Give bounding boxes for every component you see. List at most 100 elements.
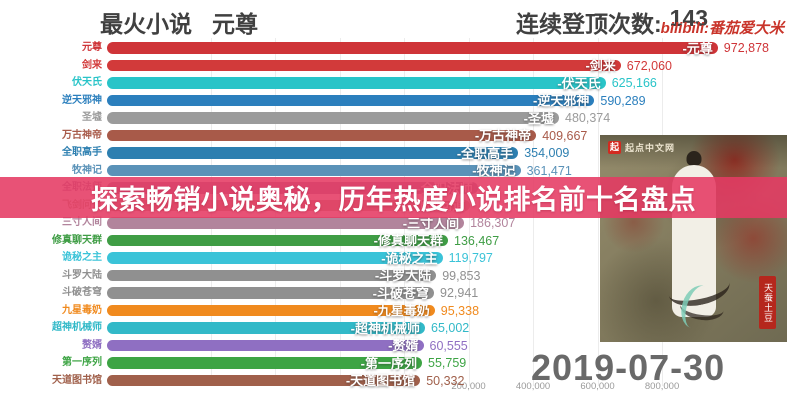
- bar-end-label: -天道图书馆: [345, 373, 416, 389]
- bar: -伏天氏: [107, 76, 606, 91]
- x-axis-tick: 800,000: [644, 381, 680, 392]
- chart-row: 三寸人间 -三寸人间 186,307: [0, 214, 787, 232]
- bar-end-label: -元尊: [682, 40, 713, 56]
- chart-row: 万古神帝 -万古神帝 409,667: [0, 127, 787, 145]
- x-axis-tick: 600,000: [580, 381, 615, 392]
- row-label: 元尊: [82, 42, 102, 53]
- streak-label: 连续登顶次数:: [516, 11, 662, 37]
- row-label: 斗破苍穹: [62, 287, 102, 298]
- bar: -超神机械师: [107, 321, 425, 336]
- bar: -修真聊天群: [107, 233, 448, 248]
- x-axis-tick: 400,000: [515, 381, 551, 392]
- bar-end-label: -全职高手: [456, 145, 514, 161]
- bar: -九星毒奶: [107, 303, 435, 318]
- bar-end-label: -九星毒奶: [373, 303, 430, 319]
- headline-banner: 探索畅销小说奥秘，历年热度小说排名前十名盘点: [0, 177, 787, 218]
- bar-end-label: -超神机械师: [350, 320, 420, 336]
- chart-row: 伏天氏 -伏天氏 625,166: [0, 74, 787, 92]
- bar-value: 625,166: [611, 76, 657, 90]
- row-label: 赘婿: [82, 339, 102, 351]
- chart-row: 逆天邪神 -逆天邪神 590,289: [0, 92, 787, 110]
- chart-row: 圣墟 -圣墟 480,374: [0, 109, 787, 127]
- row-label: 万古神帝: [62, 129, 102, 141]
- bar: -万古神帝: [107, 128, 537, 143]
- qidian-site-badge: 起 起点中文网: [608, 141, 675, 154]
- bar-value: 672,060: [626, 58, 672, 73]
- chart-row: 全职高手 -全职高手 354,009: [0, 144, 787, 162]
- bar: -第一序列: [107, 356, 422, 371]
- chart-row: 修真聊天群 -修真聊天群 136,467: [0, 232, 787, 250]
- qidian-logo-icon: 起: [608, 141, 621, 154]
- bar-value: 65,002: [431, 321, 470, 335]
- row-label: 三寸人间: [62, 217, 102, 228]
- chart-row: 剑来 -剑来 672,060: [0, 57, 787, 75]
- row-label: 诡秘之主: [62, 252, 102, 263]
- headline-text: 探索畅销小说奥秘，历年热度小说排名前十名盘点: [91, 185, 696, 215]
- row-label: 全职高手: [62, 147, 102, 158]
- row-label: 逆天邪神: [62, 94, 102, 106]
- row-label: 伏天氏: [72, 77, 102, 88]
- row-label: 牧神记: [72, 164, 102, 176]
- bar-end-label: -伏天氏: [557, 75, 601, 91]
- bar-end-label: -逆天邪神: [533, 93, 590, 109]
- streak-value: 143: [669, 5, 709, 31]
- bar-value: 972,878: [723, 41, 769, 55]
- book-cover-image: 起 起点中文网 天蚕土豆: [600, 135, 787, 342]
- qidian-site-name: 起点中文网: [625, 143, 676, 153]
- bar-end-label: -修真聊天群: [373, 233, 443, 249]
- bar-value: 50,332: [426, 373, 465, 388]
- chart-row: 赘婿 -赘婿 60,555: [0, 337, 787, 355]
- chart-row: 九星毒奶 -九星毒奶 95,338: [0, 302, 787, 320]
- bar-value: 60,555: [429, 338, 468, 353]
- bar-end-label: -第一序列: [360, 355, 417, 371]
- bar-end-label: -牧神记: [472, 163, 516, 179]
- bar: -逆天邪神: [107, 93, 595, 108]
- streak-counter: 连续登顶次数: 143: [516, 5, 708, 39]
- row-label: 超神机械师: [52, 322, 102, 333]
- bar-value: 361,471: [526, 163, 572, 178]
- title-prefix: 最火小说: [100, 11, 192, 37]
- bar-end-label: -斗破苍穹: [372, 285, 429, 301]
- bar-end-label: -赘婿: [388, 338, 419, 354]
- bar-value: 92,941: [440, 286, 479, 300]
- chart-row: 牧神记 -牧神记 361,471: [0, 162, 787, 180]
- x-axis-tick: 200,000: [451, 381, 486, 392]
- bar: -赘婿: [107, 338, 424, 353]
- bar-value: 186,307: [470, 216, 516, 230]
- bar-value: 409,667: [542, 128, 588, 143]
- bar-value: 95,338: [440, 303, 480, 318]
- chart-row: 超神机械师 -超神机械师 65,002: [0, 319, 787, 337]
- bar: -圣墟: [107, 111, 559, 126]
- row-label: 修真聊天群: [52, 234, 102, 246]
- row-label: 斗罗大陆: [62, 269, 102, 281]
- cover-figure-hair: [686, 151, 701, 166]
- watermark: bilibili:番茄爱大米: [660, 20, 784, 37]
- bar-value: 480,374: [565, 111, 611, 125]
- bar-value: 99,853: [442, 268, 481, 283]
- bar: -元尊: [107, 41, 718, 56]
- bar-end-label: -三寸人间: [402, 215, 460, 231]
- author-seal: 天蚕土豆: [759, 276, 776, 329]
- bar-value: 55,759: [428, 356, 467, 370]
- bar: -剑来: [107, 58, 621, 73]
- title-book-name: 元尊: [212, 11, 258, 37]
- bar-end-label: -斗罗大陆: [374, 268, 432, 284]
- chart-row: 第一序列 -第一序列 55,759: [0, 354, 787, 372]
- bar: -天道图书馆: [107, 373, 421, 388]
- bar: -牧神记: [107, 163, 521, 178]
- chart-row: 天道图书馆 -天道图书馆 50,332: [0, 372, 787, 390]
- bar-value: 354,009: [524, 146, 570, 160]
- chart-row: 斗罗大陆 -斗罗大陆 99,853: [0, 267, 787, 285]
- current-date: 2019-07-30: [531, 347, 726, 388]
- bar-end-label: -万古神帝: [474, 128, 532, 144]
- row-label: 第一序列: [62, 357, 102, 368]
- bar: -斗罗大陆: [107, 268, 437, 283]
- row-label: 剑来: [82, 59, 102, 71]
- bar: -诡秘之主: [107, 251, 443, 266]
- bar: -全职高手: [107, 146, 519, 161]
- bar: -斗破苍穹: [107, 286, 434, 301]
- chart-row: 诡秘之主 -诡秘之主 119,797: [0, 249, 787, 267]
- page-title: 最火小说 元尊: [100, 5, 258, 39]
- row-label: 天道图书馆: [52, 374, 102, 386]
